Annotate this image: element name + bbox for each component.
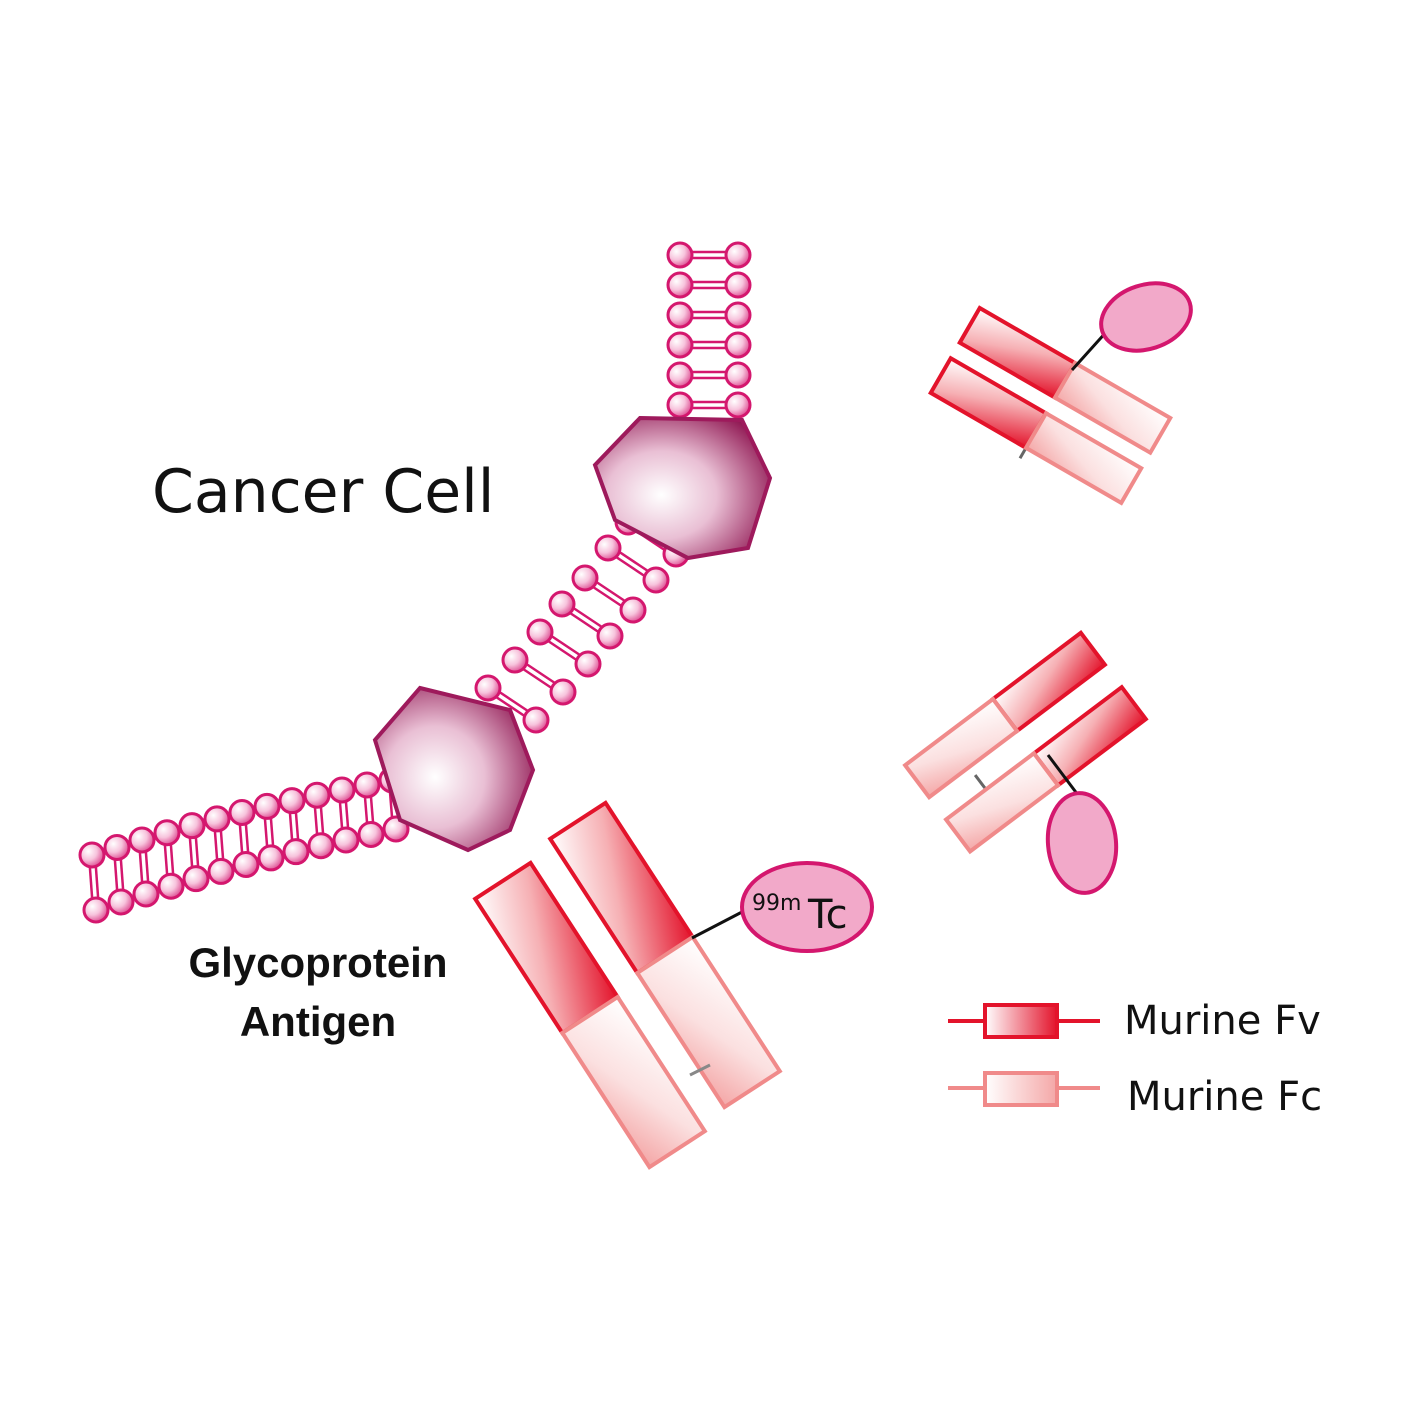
lipid-head-icon: [153, 819, 181, 847]
cell-label: Cancer Cell: [152, 457, 494, 527]
lipid-head-icon: [282, 838, 310, 866]
radiolabel-ellipse-icon: [1099, 281, 1193, 353]
lipid-head-icon: [571, 564, 599, 592]
lipid-head-icon: [666, 331, 694, 359]
lipid-head-icon: [228, 799, 256, 826]
lipid-head-icon: [666, 361, 694, 389]
lipid-head-icon: [203, 805, 231, 833]
glycoprotein-icon: [592, 415, 773, 561]
lipid-head-icon: [353, 771, 381, 799]
lipid-head-icon: [303, 781, 331, 809]
lipid-head-icon: [594, 534, 622, 562]
lipid-head-icon: [548, 590, 576, 618]
lipid-head-icon: [474, 674, 502, 702]
lipid-head-icon: [619, 596, 647, 624]
lipid-head-icon: [182, 865, 210, 893]
lipid-head-icon: [522, 706, 550, 734]
lipid-head-icon: [207, 857, 235, 885]
lipid-head-icon: [724, 241, 752, 269]
lipid-head-icon: [307, 832, 335, 860]
lipid-head-icon: [574, 650, 602, 678]
lipid-head-icon: [332, 826, 360, 854]
lipid-head-icon: [666, 241, 694, 269]
isotope-symbol-label: Tc: [807, 892, 848, 938]
lipid-head-icon: [724, 331, 752, 359]
legend: Murine Fv Murine Fc: [948, 998, 1322, 1120]
lipid-head-icon: [549, 678, 577, 706]
lipid-head-icon: [82, 896, 110, 924]
radiolabel-ellipse-icon: [1045, 791, 1119, 895]
lipid-head-icon: [596, 622, 624, 650]
lipid-head-icon: [257, 844, 285, 872]
antibody-fragment-middle: [902, 630, 1149, 855]
isotope-mass-label: 99m: [752, 891, 801, 916]
lipid-head-icon: [357, 820, 385, 848]
legend-item-fv: Murine Fv: [948, 998, 1321, 1044]
lipid-head-icon: [103, 833, 131, 861]
lipid-head-icon: [724, 301, 752, 329]
lipid-head-icon: [132, 880, 160, 908]
lipid-head-icon: [666, 271, 694, 299]
antigen-label-line1: Glycoprotein: [188, 939, 447, 986]
legend-item-fc: Murine Fc: [948, 1071, 1322, 1120]
lipid-head-icon: [666, 301, 694, 329]
legend-fv-label: Murine Fv: [1124, 998, 1321, 1044]
lipid-head-icon: [157, 872, 185, 900]
lipid-head-icon: [724, 391, 752, 419]
lipid-head-icon: [78, 841, 106, 869]
lipid-head-icon: [253, 792, 281, 820]
lipid-head-icon: [128, 826, 156, 854]
lipid-head-icon: [178, 812, 206, 840]
glycoprotein-antigen-icon: [372, 685, 536, 853]
lipid-head-icon: [232, 851, 260, 878]
lipid-head-icon: [278, 787, 306, 815]
antigen-label-line2: Antigen: [240, 998, 396, 1045]
lipid-head-icon: [501, 646, 529, 674]
legend-fc-label: Murine Fc: [1127, 1074, 1322, 1120]
antibody-fragment-bottom: [472, 860, 708, 1170]
antibody-fragment-bottom-2: [547, 800, 783, 1110]
lipid-head-icon: [666, 391, 694, 419]
lipid-head-icon: [724, 271, 752, 299]
lipid-head-icon: [724, 361, 752, 389]
lipid-head-icon: [526, 618, 554, 646]
lipid-head-icon: [328, 776, 356, 804]
lipid-head-icon: [642, 566, 670, 594]
antibody-fragment-top: [928, 305, 1173, 506]
lipid-head-icon: [107, 888, 135, 916]
radiolabel-tc-icon: [740, 861, 874, 953]
